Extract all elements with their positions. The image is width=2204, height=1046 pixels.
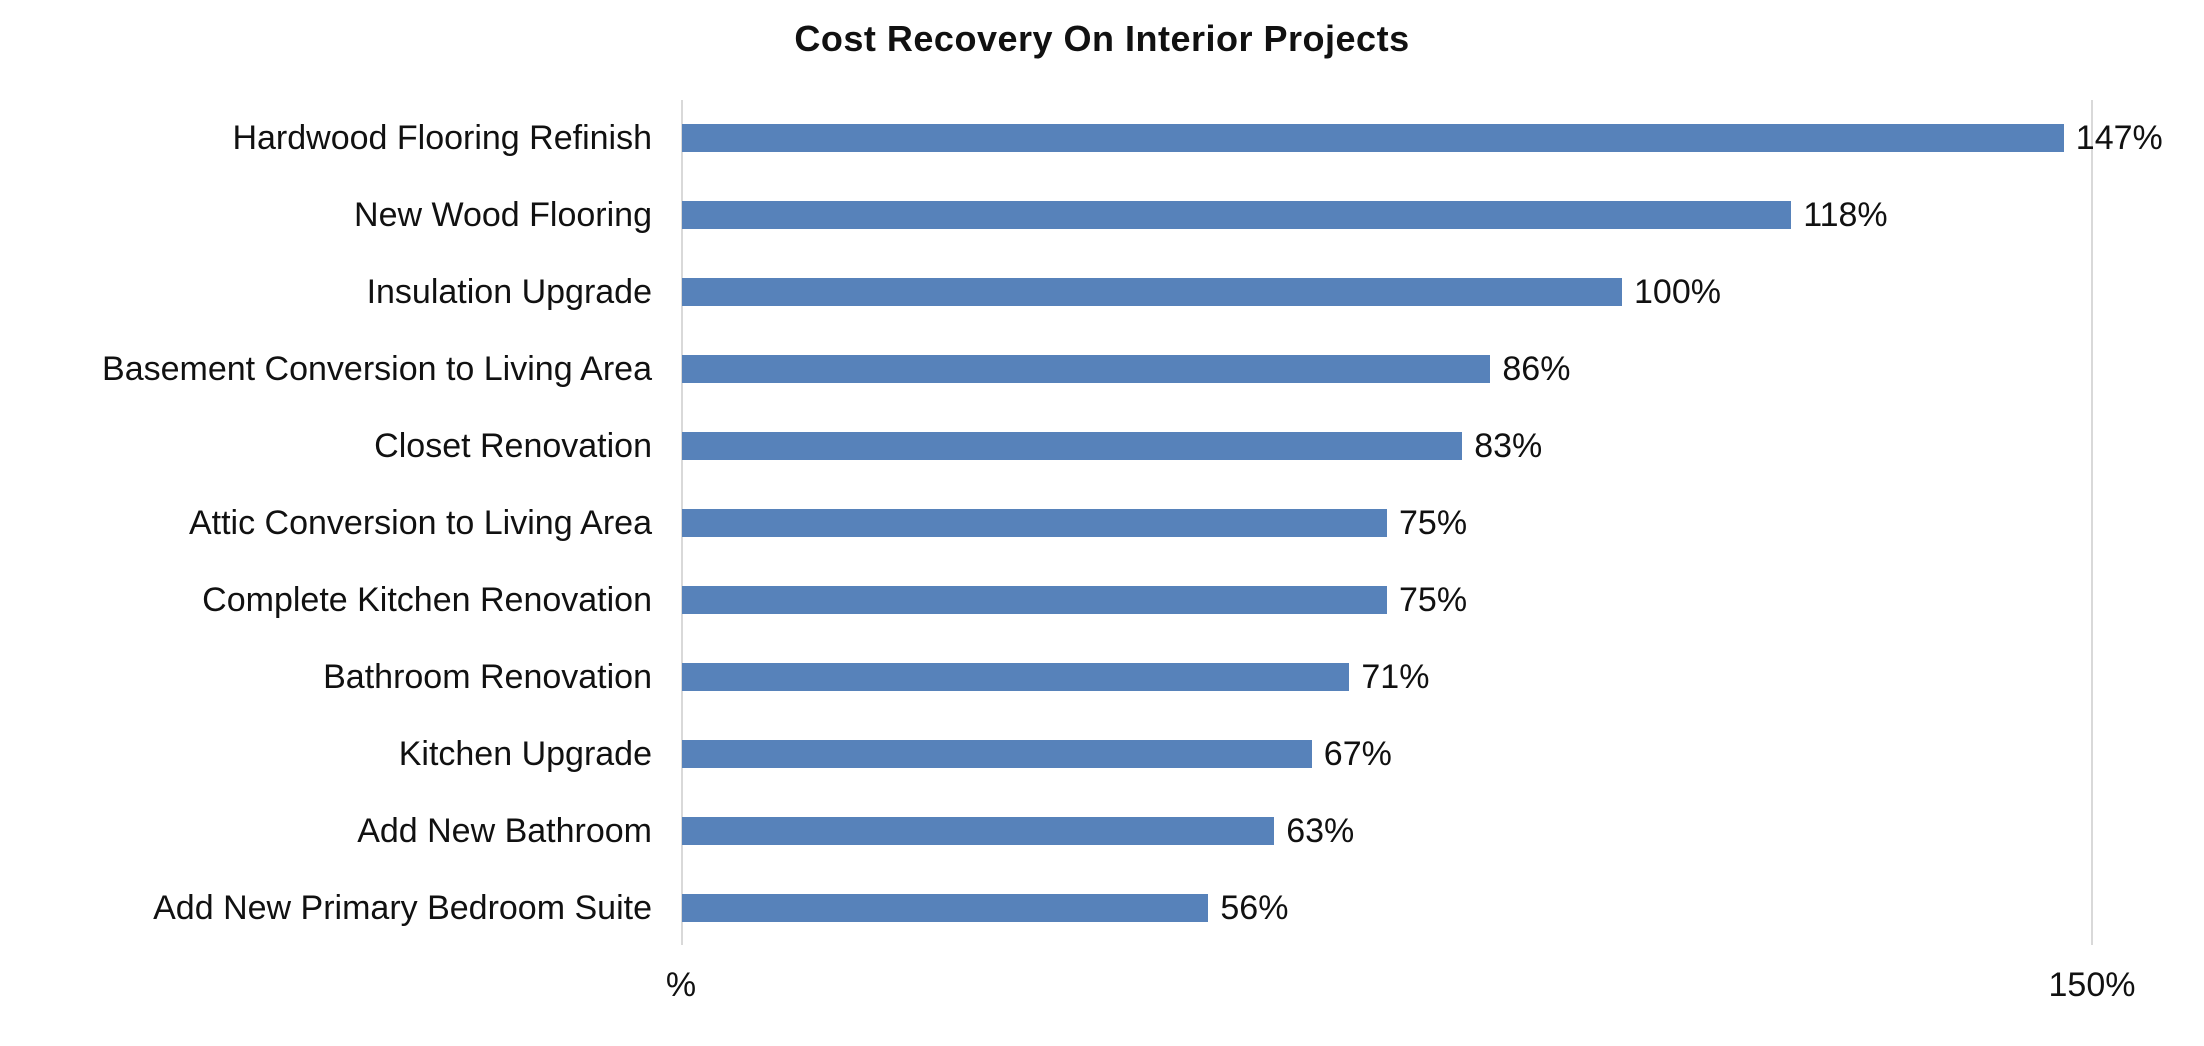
bar [682,355,1491,383]
category-label: Insulation Upgrade [366,273,652,311]
category-label: Add New Primary Bedroom Suite [153,889,652,927]
bar-row: Attic Conversion to Living Area 75% [0,504,2204,542]
x-axis-tick-min: % [665,966,697,1004]
value-label: 147% [2075,119,2163,157]
bar [682,586,1387,614]
bar-row: Kitchen Upgrade 67% [0,735,2204,773]
bar-row: New Wood Flooring 118% [0,196,2204,234]
value-label: 86% [1502,350,1571,388]
bar [682,124,2064,152]
category-label: Complete Kitchen Renovation [202,581,652,619]
category-label: Bathroom Renovation [323,658,652,696]
bar [682,894,1209,922]
bar-row: Closet Renovation 83% [0,427,2204,465]
category-label: Closet Renovation [374,427,652,465]
bar [682,432,1463,460]
value-label: 56% [1220,889,1289,927]
value-label: 100% [1634,273,1721,311]
bar-row: Add New Primary Bedroom Suite 56% [0,889,2204,927]
value-label: 71% [1361,658,1430,696]
value-label: 118% [1803,196,1888,234]
bar [682,201,1792,229]
value-label: 63% [1286,812,1355,850]
value-label: 75% [1399,581,1468,619]
bar-row: Hardwood Flooring Refinish 147% [0,119,2204,157]
bar-row: Basement Conversion to Living Area 86% [0,350,2204,388]
bar-row: Add New Bathroom 63% [0,812,2204,850]
gridline-150 [2091,100,2093,945]
bar [682,817,1275,845]
category-label: New Wood Flooring [354,196,652,234]
category-label: Add New Bathroom [357,812,652,850]
category-label: Kitchen Upgrade [398,735,652,773]
bar [682,278,1622,306]
bar-row: Bathroom Renovation 71% [0,658,2204,696]
value-label: 83% [1474,427,1543,465]
value-label: 75% [1399,504,1468,542]
category-label: Basement Conversion to Living Area [102,350,652,388]
chart-title: Cost Recovery On Interior Projects [794,18,1410,59]
bar-row: Insulation Upgrade 100% [0,273,2204,311]
category-label: Hardwood Flooring Refinish [232,119,652,157]
bar-row: Complete Kitchen Renovation 75% [0,581,2204,619]
category-label: Attic Conversion to Living Area [188,504,652,542]
x-axis-tick-max: 150% [2048,966,2136,1004]
bar [682,740,1312,768]
bar [682,509,1387,537]
bar [682,663,1350,691]
value-label: 67% [1323,735,1392,773]
